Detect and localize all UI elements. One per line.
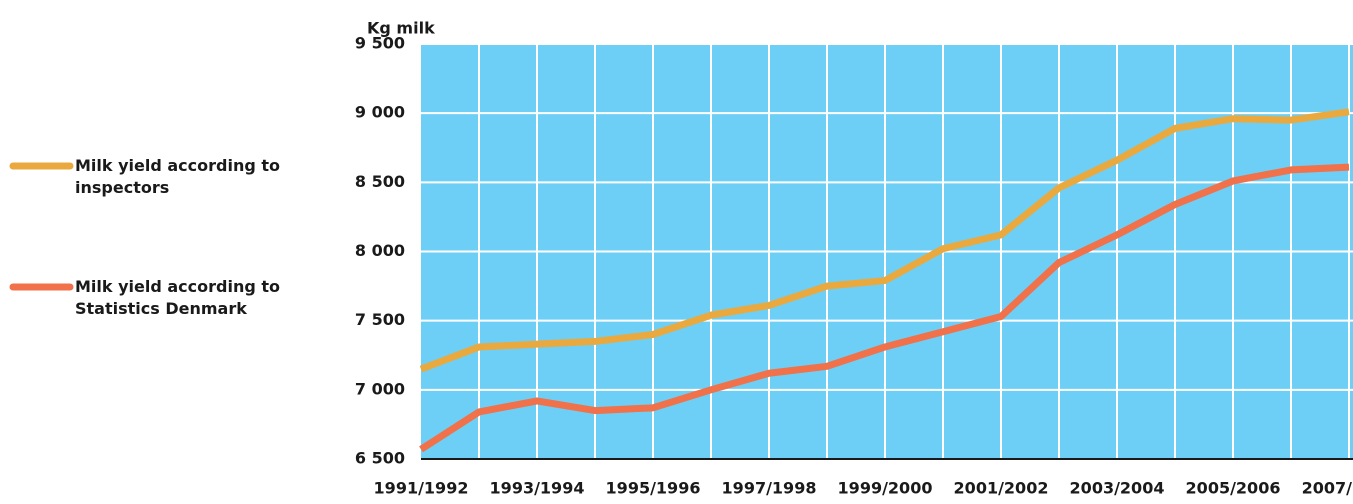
x-tick-label: 2005/2006 [1186, 479, 1281, 498]
y-tick-label: 6 500 [355, 449, 405, 468]
x-tick-label: 1999/2000 [838, 479, 933, 498]
x-tick-label: 2007/ [1302, 479, 1353, 498]
x-tick-label: 1993/1994 [490, 479, 585, 498]
series-line [419, 163, 1350, 453]
x-tick-label: 2003/2004 [1070, 479, 1165, 498]
x-tick-label: 2001/2002 [954, 479, 1049, 498]
legend-label: Milk yield according to inspectors [75, 156, 281, 197]
y-tick-label: 7 000 [355, 379, 405, 398]
x-tick-label: 1995/1996 [606, 479, 701, 498]
x-tick-label: 1997/1998 [722, 479, 817, 498]
y-tick-label: 9 500 [355, 34, 405, 53]
x-tick-label: 1991/1992 [374, 479, 469, 498]
y-axis-label: Kg milk [367, 19, 435, 38]
y-tick-label: 7 500 [355, 310, 405, 329]
legend-label: Milk yield according to Statistics Denma… [75, 277, 281, 318]
y-tick-label: 9 000 [355, 103, 405, 122]
y-tick-label: 8 000 [355, 241, 405, 260]
y-tick-label: 8 500 [355, 172, 405, 191]
series-line [419, 108, 1350, 373]
